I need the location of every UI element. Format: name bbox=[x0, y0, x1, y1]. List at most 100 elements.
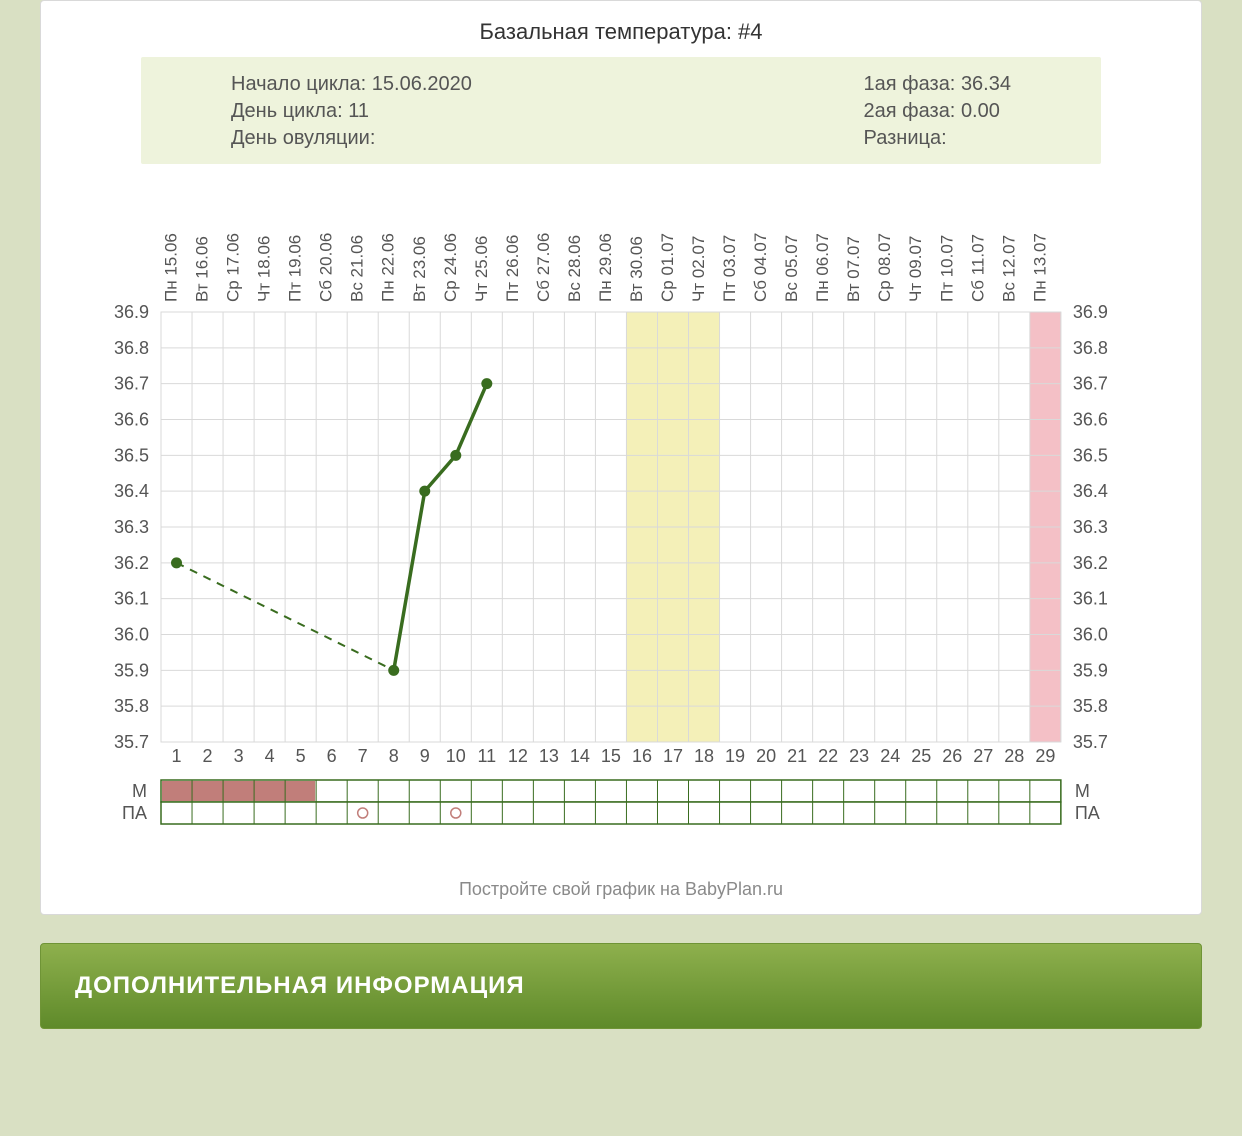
svg-text:36.2: 36.2 bbox=[114, 553, 149, 573]
svg-text:Чт 18.06: Чт 18.06 bbox=[255, 236, 274, 302]
info-label: 1ая фаза: bbox=[864, 73, 956, 95]
svg-text:35.7: 35.7 bbox=[1073, 732, 1108, 752]
svg-text:1: 1 bbox=[172, 746, 182, 766]
svg-text:Пт 19.06: Пт 19.06 bbox=[286, 235, 305, 302]
svg-text:14: 14 bbox=[570, 746, 590, 766]
svg-text:22: 22 bbox=[818, 746, 838, 766]
svg-text:17: 17 bbox=[663, 746, 683, 766]
chart-card: Базальная температура: #4 Начало цикла: … bbox=[40, 0, 1202, 915]
info-row: 1ая фаза: 36.34 bbox=[864, 73, 1011, 96]
svg-text:36.9: 36.9 bbox=[114, 302, 149, 322]
svg-text:М: М bbox=[132, 781, 147, 801]
svg-text:Вт 30.06: Вт 30.06 bbox=[627, 236, 646, 302]
svg-text:20: 20 bbox=[756, 746, 776, 766]
svg-text:Ср 24.06: Ср 24.06 bbox=[441, 233, 460, 302]
svg-text:35.9: 35.9 bbox=[1073, 660, 1108, 680]
info-label: День цикла: bbox=[231, 100, 343, 122]
svg-text:36.4: 36.4 bbox=[114, 481, 149, 501]
bbt-chart: 36.936.936.836.836.736.736.636.636.536.5… bbox=[71, 182, 1171, 862]
svg-text:Вт 23.06: Вт 23.06 bbox=[410, 236, 429, 302]
svg-text:35.9: 35.9 bbox=[114, 660, 149, 680]
chart-info-panel: Начало цикла: 15.06.2020 День цикла: 11 … bbox=[141, 57, 1101, 164]
svg-text:Сб 20.06: Сб 20.06 bbox=[317, 233, 336, 302]
info-row: День овуляции: bbox=[231, 127, 472, 150]
info-label: Разница: bbox=[864, 127, 947, 149]
info-label: Начало цикла: bbox=[231, 73, 366, 95]
svg-text:Вс 05.07: Вс 05.07 bbox=[782, 235, 801, 302]
svg-text:Ср 01.07: Ср 01.07 bbox=[658, 233, 677, 302]
svg-text:Пн 22.06: Пн 22.06 bbox=[379, 233, 398, 302]
svg-text:36.7: 36.7 bbox=[114, 374, 149, 394]
info-value: 36.34 bbox=[961, 73, 1011, 95]
svg-text:36.3: 36.3 bbox=[114, 517, 149, 537]
svg-text:М: М bbox=[1075, 781, 1090, 801]
svg-text:ПА: ПА bbox=[1075, 803, 1100, 823]
info-left-col: Начало цикла: 15.06.2020 День цикла: 11 … bbox=[171, 73, 472, 150]
svg-text:36.4: 36.4 bbox=[1073, 481, 1108, 501]
svg-text:ПА: ПА bbox=[122, 803, 147, 823]
svg-text:11: 11 bbox=[477, 746, 496, 766]
svg-text:Ср 17.06: Ср 17.06 bbox=[224, 233, 243, 302]
svg-text:Чт 02.07: Чт 02.07 bbox=[689, 236, 708, 302]
svg-text:35.7: 35.7 bbox=[114, 732, 149, 752]
svg-text:36.0: 36.0 bbox=[1073, 625, 1108, 645]
section-additional-info[interactable]: ДОПОЛНИТЕЛЬНАЯ ИНФОРМАЦИЯ bbox=[40, 943, 1202, 1029]
svg-text:36.1: 36.1 bbox=[114, 589, 149, 609]
svg-text:36.8: 36.8 bbox=[114, 338, 149, 358]
svg-text:Пн 15.06: Пн 15.06 bbox=[162, 233, 181, 302]
svg-text:3: 3 bbox=[234, 746, 244, 766]
svg-text:Пт 10.07: Пт 10.07 bbox=[937, 235, 956, 302]
svg-text:13: 13 bbox=[539, 746, 559, 766]
svg-text:Вт 16.06: Вт 16.06 bbox=[193, 236, 212, 302]
svg-text:18: 18 bbox=[694, 746, 714, 766]
info-value: 15.06.2020 bbox=[372, 73, 472, 95]
svg-text:27: 27 bbox=[973, 746, 993, 766]
info-value: 11 bbox=[348, 100, 369, 122]
svg-text:28: 28 bbox=[1004, 746, 1024, 766]
info-row: День цикла: 11 bbox=[231, 100, 472, 123]
svg-text:Сб 04.07: Сб 04.07 bbox=[751, 233, 770, 302]
svg-text:36.3: 36.3 bbox=[1073, 517, 1108, 537]
svg-text:Вт 07.07: Вт 07.07 bbox=[844, 236, 863, 302]
info-label: День овуляции: bbox=[231, 127, 375, 149]
svg-text:Чт 25.06: Чт 25.06 bbox=[472, 236, 491, 302]
svg-text:36.8: 36.8 bbox=[1073, 338, 1108, 358]
chart-title: Базальная температура: #4 bbox=[71, 19, 1171, 45]
svg-text:6: 6 bbox=[327, 746, 337, 766]
svg-text:36.7: 36.7 bbox=[1073, 374, 1108, 394]
svg-text:36.2: 36.2 bbox=[1073, 553, 1108, 573]
svg-text:Сб 27.06: Сб 27.06 bbox=[534, 233, 553, 302]
svg-text:Пн 13.07: Пн 13.07 bbox=[1030, 233, 1049, 302]
svg-text:23: 23 bbox=[849, 746, 869, 766]
svg-text:Сб 11.07: Сб 11.07 bbox=[968, 234, 987, 302]
svg-text:36.6: 36.6 bbox=[1073, 410, 1108, 430]
svg-text:Пн 29.06: Пн 29.06 bbox=[596, 233, 615, 302]
svg-text:29: 29 bbox=[1035, 746, 1055, 766]
svg-text:26: 26 bbox=[942, 746, 962, 766]
info-row: Разница: bbox=[864, 127, 1011, 150]
svg-text:36.0: 36.0 bbox=[114, 625, 149, 645]
svg-text:8: 8 bbox=[389, 746, 399, 766]
svg-text:Вс 21.06: Вс 21.06 bbox=[348, 235, 367, 302]
svg-text:Пт 26.06: Пт 26.06 bbox=[503, 235, 522, 302]
svg-text:25: 25 bbox=[911, 746, 931, 766]
svg-text:12: 12 bbox=[508, 746, 528, 766]
svg-text:21: 21 bbox=[787, 746, 807, 766]
svg-text:36.6: 36.6 bbox=[114, 410, 149, 430]
svg-text:24: 24 bbox=[880, 746, 900, 766]
info-right-col: 1ая фаза: 36.34 2ая фаза: 0.00 Разница: bbox=[864, 73, 1071, 150]
svg-text:15: 15 bbox=[601, 746, 621, 766]
svg-text:2: 2 bbox=[203, 746, 213, 766]
svg-text:Вс 12.07: Вс 12.07 bbox=[999, 235, 1018, 302]
svg-text:36.9: 36.9 bbox=[1073, 302, 1108, 322]
svg-text:16: 16 bbox=[632, 746, 652, 766]
info-label: 2ая фаза: bbox=[864, 100, 956, 122]
svg-text:9: 9 bbox=[420, 746, 430, 766]
svg-text:4: 4 bbox=[265, 746, 275, 766]
svg-text:36.5: 36.5 bbox=[1073, 445, 1108, 465]
chart-footer: Постройте свой график на BabyPlan.ru bbox=[71, 879, 1171, 900]
svg-text:Вс 28.06: Вс 28.06 bbox=[565, 235, 584, 302]
info-row: 2ая фаза: 0.00 bbox=[864, 100, 1011, 123]
svg-text:Ср 08.07: Ср 08.07 bbox=[875, 233, 894, 302]
info-value: 0.00 bbox=[961, 100, 1000, 122]
